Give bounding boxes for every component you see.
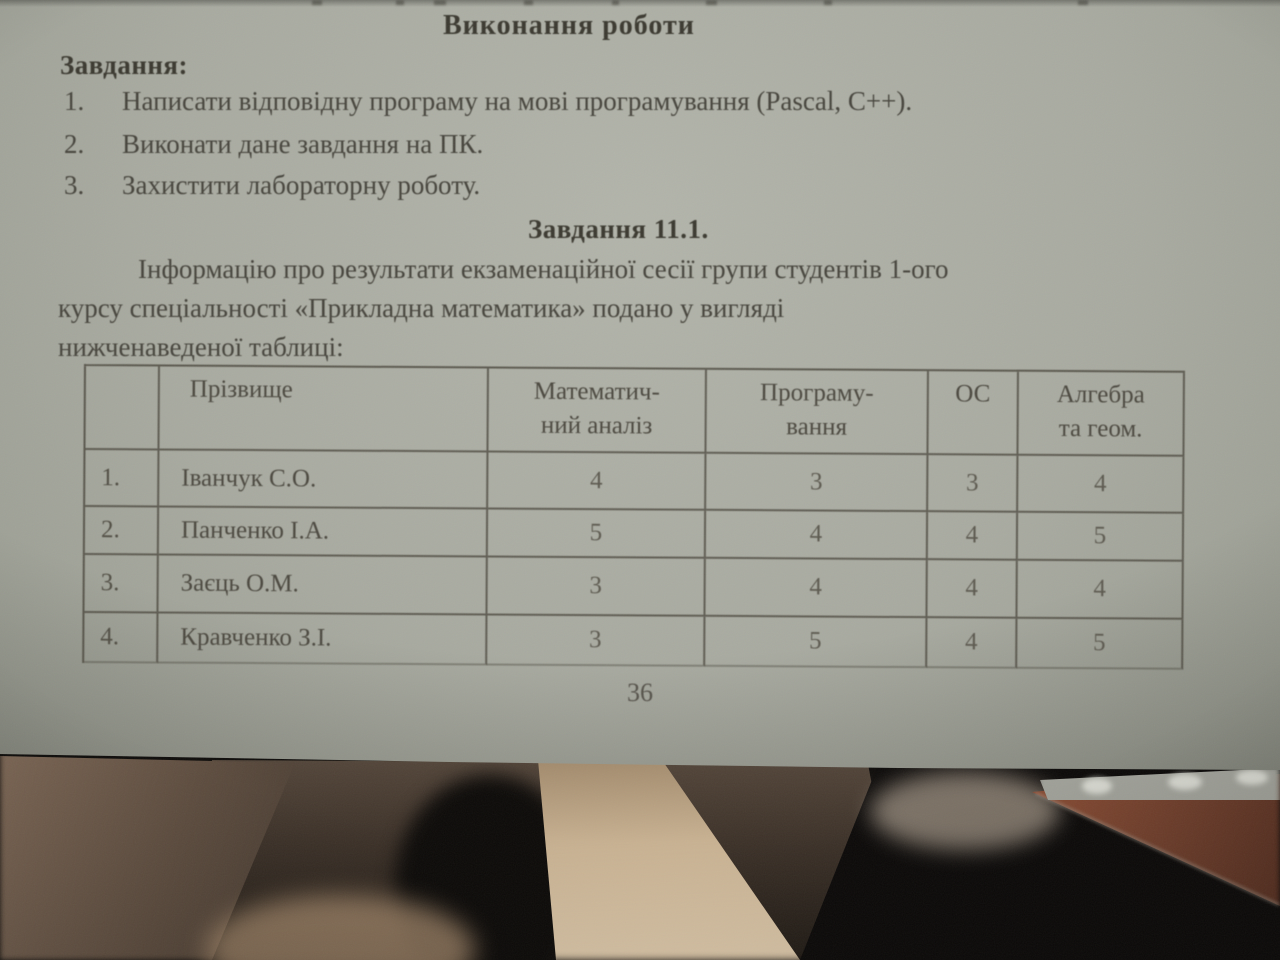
task-text: Написати відповідну програму на мові про…	[122, 86, 913, 116]
row-number-cell: 1.	[85, 450, 160, 508]
page-title: Виконання роботи	[443, 10, 695, 41]
top-edge-shadow	[0, 0, 1280, 7]
grade-cell: 4	[927, 560, 1018, 619]
student-name-cell: Іванчук С.О.	[159, 450, 489, 510]
header-cell	[85, 366, 160, 451]
page-content: Виконання роботи Завдання: 1. Написати в…	[58, 0, 1198, 707]
paper-edge-fragment	[1168, 774, 1202, 790]
student-name-cell: Кравченко З.І.	[158, 613, 488, 666]
grade-cell: 3	[487, 615, 706, 667]
grade-cell: 3	[928, 455, 1019, 513]
header-cell: Програму- вання	[706, 369, 929, 456]
grade-cell: 4	[705, 558, 928, 619]
table-row: 3. Заєць О.М. 3 4 4 4	[84, 555, 1184, 620]
header-cell: Алгебра та геом.	[1018, 371, 1185, 457]
grade-cell: 4	[1018, 455, 1185, 514]
row-number-cell: 4.	[84, 613, 159, 664]
paragraph-line: Інформацію про результати екзаменаційної…	[138, 254, 949, 284]
task-number: 2.	[64, 129, 85, 159]
row-number-cell: 2.	[84, 507, 160, 556]
row-number-cell: 3.	[84, 555, 159, 614]
task-number: 3.	[64, 170, 85, 200]
grades-table: Прізвище Математич- ний аналіз Програму- в…	[82, 364, 1185, 670]
header-cell: Математич- ний аналіз	[488, 368, 707, 454]
grade-cell: 3	[487, 557, 706, 617]
tasks-label: Завдання:	[60, 50, 189, 80]
grade-cell: 4	[927, 512, 1019, 561]
grade-cell: 4	[927, 618, 1018, 669]
paragraph-line: нижченаведеної таблиці:	[58, 332, 344, 362]
page: Виконання роботи Завдання: 1. Написати в…	[0, 0, 1280, 770]
grade-cell: 5	[1017, 512, 1185, 562]
header-cell: ОС	[928, 371, 1019, 456]
table-header-row: Прізвище Математич- ний аналіз Програму- в…	[85, 366, 1185, 457]
student-name-cell: Панченко І.А.	[158, 507, 489, 558]
section-heading: Завдання 11.1.	[528, 214, 709, 244]
blur-haze	[870, 772, 1060, 850]
student-name-cell: Заєць О.М.	[158, 555, 488, 616]
grade-cell: 3	[706, 453, 929, 513]
table-row: 1. Іванчук С.О. 4 3 3 4	[85, 450, 1185, 514]
paragraph-line: курсу спеціальності «Прикладна математик…	[58, 293, 785, 323]
table-row: 4. Кравченко З.І. 3 5 4 5	[84, 613, 1184, 670]
page-number: 36	[627, 678, 653, 707]
grade-cell: 4	[1017, 560, 1184, 620]
grade-cell: 5	[1017, 618, 1184, 670]
paper-edge-fragment	[1236, 770, 1268, 785]
header-cell: Прізвище	[159, 366, 489, 453]
task-text: Виконати дане завдання на ПК.	[122, 129, 484, 159]
grade-cell: 5	[705, 616, 928, 669]
task-text: Захистити лабораторну роботу.	[122, 170, 481, 200]
grade-cell: 5	[487, 509, 707, 559]
paper-edge-fragment	[1082, 778, 1112, 794]
grade-cell: 4	[705, 510, 929, 561]
task-number: 1.	[64, 86, 85, 116]
table-body: 1. Іванчук С.О. 4 3 3 4 2. Панченко І.А. 5 4 4 5 3. З…	[84, 450, 1185, 670]
intro-paragraph: Інформацію про результати екзаменаційної…	[58, 250, 1198, 367]
grade-cell: 4	[488, 452, 707, 511]
table-row: 2. Панченко І.А. 5 4 4 5	[84, 507, 1185, 562]
